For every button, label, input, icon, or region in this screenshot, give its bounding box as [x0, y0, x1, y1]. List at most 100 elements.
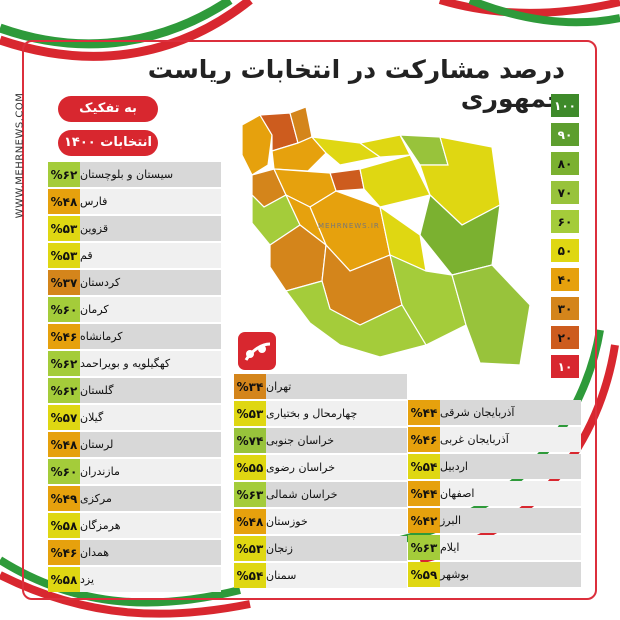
percent-cell: %۴۸ — [234, 509, 266, 534]
legend-swatch: ۷۰ — [551, 181, 579, 204]
province-name-cell: خوزستان — [266, 509, 407, 534]
subtitle-badge-province: به تفکیک استان — [58, 96, 158, 142]
table-row: %۴۸ خوزستان — [234, 509, 407, 534]
mehr-news-logo-icon — [238, 332, 276, 370]
percent-cell: %۳۴ — [234, 374, 266, 399]
province-name-cell: آذربایجان شرقی — [440, 400, 581, 425]
table-row: %۴۲ البرز — [408, 508, 581, 533]
province-name-cell: خراسان شمالی — [266, 482, 407, 507]
table-row: %۶۲ گلستان — [48, 378, 221, 403]
province-table-column-2: %۳۴ تهران %۵۳ چهارمحال و بختیاری %۷۴ خراسان ج… — [234, 374, 407, 590]
table-row: %۴۸ فارس — [48, 189, 221, 214]
percent-cell: %۴۸ — [48, 189, 80, 214]
table-row: %۳۷ کردستان — [48, 270, 221, 295]
percent-cell: %۷۴ — [234, 428, 266, 453]
percent-cell: %۳۷ — [48, 270, 80, 295]
province-name-cell: بوشهر — [440, 562, 581, 587]
percent-cell: %۴۶ — [48, 540, 80, 565]
percent-cell: %۵۳ — [48, 216, 80, 241]
subtitle-badge-election: انتخابات ۱۴۰۰ — [58, 130, 158, 156]
percent-cell: %۶۳ — [408, 535, 440, 560]
province-name-cell: خراسان رضوی — [266, 455, 407, 480]
province-name-cell: مرکزی — [80, 486, 221, 511]
percent-cell: %۶۳ — [234, 482, 266, 507]
iran-map — [241, 106, 531, 366]
percent-cell: %۵۴ — [408, 454, 440, 479]
province-name-cell: خراسان جنوبی — [266, 428, 407, 453]
percent-cell: %۴۶ — [48, 324, 80, 349]
legend-swatch: ۶۰ — [551, 210, 579, 233]
percent-cell: %۵۴ — [234, 563, 266, 588]
table-row: %۶۲ کهگیلویه و بویراحمد — [48, 351, 221, 376]
province-name-cell: کرمان — [80, 297, 221, 322]
percent-cell: %۶۰ — [48, 297, 80, 322]
legend-swatch: ۸۰ — [551, 152, 579, 175]
color-legend: ۱۰۰ ۹۰ ۸۰ ۷۰ ۶۰ ۵۰ ۴۰ ۳۰ ۲۰ ۱۰ — [551, 94, 579, 384]
table-row: %۵۷ گیلان — [48, 405, 221, 430]
page-title: درصد مشارکت در انتخابات ریاست جمهوری — [147, 55, 565, 113]
table-row: %۴۶ همدان — [48, 540, 221, 565]
table-row: %۴۸ لرستان — [48, 432, 221, 457]
legend-swatch: ۱۰ — [551, 355, 579, 378]
percent-cell: %۴۶ — [408, 427, 440, 452]
province-name-cell: هرمزگان — [80, 513, 221, 538]
province-name-cell: اصفهان — [440, 481, 581, 506]
legend-swatch: ۹۰ — [551, 123, 579, 146]
table-row: %۵۹ بوشهر — [408, 562, 581, 587]
legend-swatch: ۳۰ — [551, 297, 579, 320]
province-name-cell: زنجان — [266, 536, 407, 561]
province-name-cell: کردستان — [80, 270, 221, 295]
percent-cell: %۴۹ — [48, 486, 80, 511]
card-frame — [22, 40, 597, 600]
percent-cell: %۴۲ — [408, 508, 440, 533]
province-name-cell: چهارمحال و بختیاری — [266, 401, 407, 426]
legend-swatch: ۵۰ — [551, 239, 579, 262]
percent-cell: %۵۳ — [234, 536, 266, 561]
table-row: %۷۴ خراسان جنوبی — [234, 428, 407, 453]
province-name-cell: کهگیلویه و بویراحمد — [80, 351, 221, 376]
province-name-cell: فارس — [80, 189, 221, 214]
map-region-mazandaran — [310, 136, 382, 166]
table-row: %۵۵ خراسان رضوی — [234, 455, 407, 480]
percent-cell: %۴۴ — [408, 481, 440, 506]
province-name-cell: قم — [80, 243, 221, 268]
percent-cell: %۵۳ — [48, 243, 80, 268]
province-name-cell: لرستان — [80, 432, 221, 457]
percent-cell: %۶۲ — [48, 351, 80, 376]
map-region-semnan — [359, 154, 431, 208]
legend-swatch: ۱۰۰ — [551, 94, 579, 117]
percent-cell: %۴۸ — [48, 432, 80, 457]
percent-cell: %۶۲ — [48, 378, 80, 403]
legend-swatch: ۴۰ — [551, 268, 579, 291]
province-name-cell: سیستان و بلوچستان — [80, 162, 221, 187]
side-url[interactable]: WWW.MEHRNEWS.COM — [14, 92, 26, 219]
percent-cell: %۴۴ — [408, 400, 440, 425]
province-name-cell: گیلان — [80, 405, 221, 430]
table-row: %۵۳ زنجان — [234, 536, 407, 561]
table-row: %۵۸ هرمزگان — [48, 513, 221, 538]
table-row: %۳۴ تهران — [234, 374, 407, 399]
legend-swatch: ۲۰ — [551, 326, 579, 349]
province-name-cell: همدان — [80, 540, 221, 565]
table-row: %۶۰ کرمان — [48, 297, 221, 322]
table-row: %۶۳ خراسان شمالی — [234, 482, 407, 507]
map-region-bushehr-hormozgan — [284, 280, 427, 358]
percent-cell: %۵۷ — [48, 405, 80, 430]
province-name-cell: کرمانشاه — [80, 324, 221, 349]
percent-cell: %۵۹ — [408, 562, 440, 587]
table-row: %۵۳ قزوین — [48, 216, 221, 241]
table-row: %۵۴ سمنان — [234, 563, 407, 588]
table-row: %۶۲ سیستان و بلوچستان — [48, 162, 221, 187]
province-name-cell: قزوین — [80, 216, 221, 241]
table-row: %۴۴ آذربایجان شرقی — [408, 400, 581, 425]
table-row: %۵۸ یزد — [48, 567, 221, 592]
percent-cell: %۵۵ — [234, 455, 266, 480]
province-table-column-3: %۴۴ آذربایجان شرقی %۴۶ آذربایجان غربی %۵۴ ارد… — [408, 400, 581, 589]
province-name-cell: یزد — [80, 567, 221, 592]
percent-cell: %۵۳ — [234, 401, 266, 426]
map-watermark: MEHRNEWS.IR — [318, 222, 380, 230]
table-row: %۵۳ چهارمحال و بختیاری — [234, 401, 407, 426]
map-region-sistan-baluchestan — [451, 264, 531, 366]
table-row: %۴۴ اصفهان — [408, 481, 581, 506]
province-name-cell: آذربایجان غربی — [440, 427, 581, 452]
